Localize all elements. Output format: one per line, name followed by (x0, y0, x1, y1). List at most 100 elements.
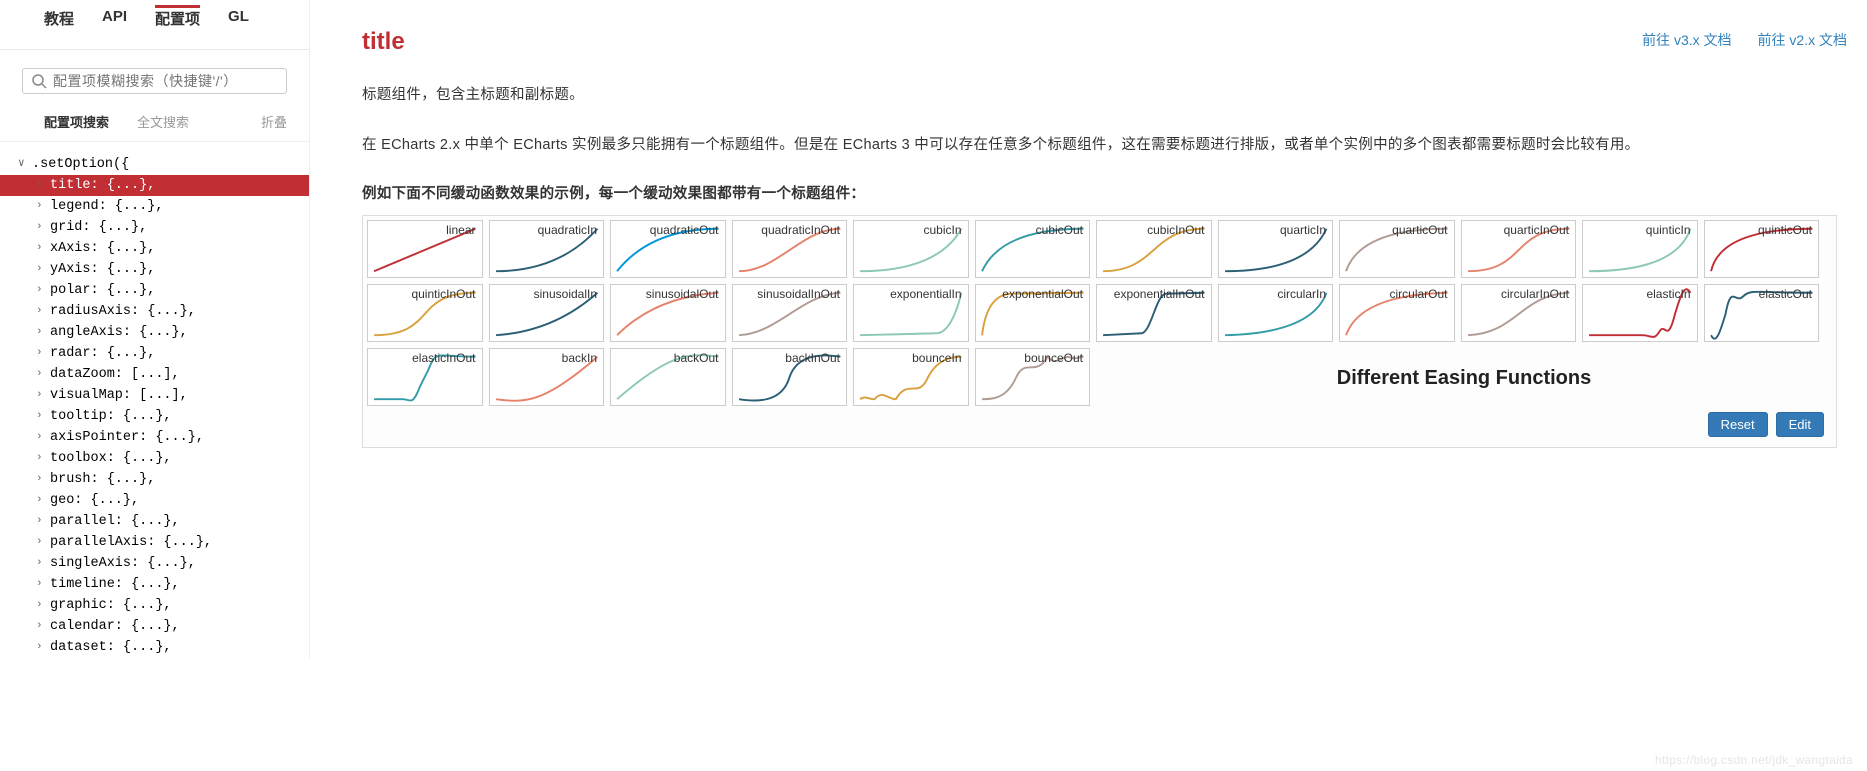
easing-tile-elasticIn[interactable]: elasticIn (1582, 284, 1698, 342)
easing-title: quarticIn (1280, 223, 1326, 237)
easing-tile-sinusoidalInOut[interactable]: sinusoidalInOut (732, 284, 848, 342)
sidebar: 教程API配置项GL 配置项搜索 全文搜索 折叠 ∨ .setOption({ … (0, 0, 310, 658)
topnav-item-2[interactable]: 配置项 (155, 5, 200, 37)
topnav-item-0[interactable]: 教程 (44, 8, 74, 37)
reset-button[interactable]: Reset (1708, 412, 1768, 437)
caret-right-icon: › (36, 469, 50, 490)
tree-item[interactable]: ›dataZoom: [...], (0, 364, 309, 385)
easing-title: linear (446, 223, 475, 237)
tree-item[interactable]: ›radar: {...}, (0, 343, 309, 364)
tree-item-label: axisPointer: {...}, (50, 427, 204, 448)
link-v3-docs[interactable]: 前往 v3.x 文档 (1642, 30, 1731, 50)
topnav-item-1[interactable]: API (102, 8, 127, 37)
tree-item[interactable]: ›angleAxis: {...}, (0, 322, 309, 343)
easing-tile-elasticOut[interactable]: elasticOut (1704, 284, 1820, 342)
easing-tile-quadraticInOut[interactable]: quadraticInOut (732, 220, 848, 278)
tree-item-label: parallelAxis: {...}, (50, 532, 212, 553)
easing-tile-quinticOut[interactable]: quinticOut (1704, 220, 1820, 278)
easing-tile-circularInOut[interactable]: circularInOut (1461, 284, 1577, 342)
tree-item[interactable]: ›dataset: {...}, (0, 637, 309, 658)
tree-item-label: xAxis: {...}, (50, 238, 155, 259)
easing-tile-cubicOut[interactable]: cubicOut (975, 220, 1091, 278)
tree-item[interactable]: ›radiusAxis: {...}, (0, 301, 309, 322)
tree-item[interactable]: ›axisPointer: {...}, (0, 427, 309, 448)
caret-right-icon: › (36, 301, 50, 322)
search-box[interactable] (22, 68, 287, 94)
easing-tile-sinusoidalOut[interactable]: sinusoidalOut (610, 284, 726, 342)
tree-item-label: polar: {...}, (50, 280, 155, 301)
tree-item[interactable]: ›yAxis: {...}, (0, 259, 309, 280)
tree-item[interactable]: ›timeline: {...}, (0, 574, 309, 595)
easing-tile-linear[interactable]: linear (367, 220, 483, 278)
tree-item[interactable]: ›geo: {...}, (0, 490, 309, 511)
easing-tile-sinusoidalIn[interactable]: sinusoidalIn (489, 284, 605, 342)
tree-item[interactable]: ›parallelAxis: {...}, (0, 532, 309, 553)
easing-tile-quinticInOut[interactable]: quinticInOut (367, 284, 483, 342)
tab-collapse[interactable]: 折叠 (261, 112, 287, 131)
tree-item[interactable]: ›toolbox: {...}, (0, 448, 309, 469)
easing-tile-quinticIn[interactable]: quinticIn (1582, 220, 1698, 278)
easing-tile-elasticInOut[interactable]: elasticInOut (367, 348, 483, 406)
tab-config-search[interactable]: 配置项搜索 (44, 112, 109, 131)
tree-item[interactable]: ›xAxis: {...}, (0, 238, 309, 259)
easing-title: circularInOut (1501, 287, 1569, 301)
tree-item[interactable]: ›legend: {...}, (0, 196, 309, 217)
tree-item[interactable]: ›calendar: {...}, (0, 616, 309, 637)
easing-tile-quarticInOut[interactable]: quarticInOut (1461, 220, 1577, 278)
demo-footer: Reset Edit (367, 406, 1832, 443)
tree-item-label: legend: {...}, (50, 196, 163, 217)
tree-item[interactable]: ›visualMap: [...], (0, 385, 309, 406)
caret-right-icon: › (36, 637, 50, 658)
tab-fulltext-search[interactable]: 全文搜索 (137, 112, 189, 131)
tree-item-label: tooltip: {...}, (50, 406, 172, 427)
tree-item[interactable]: ›grid: {...}, (0, 217, 309, 238)
easing-tile-quarticIn[interactable]: quarticIn (1218, 220, 1334, 278)
tree-item[interactable]: ›brush: {...}, (0, 469, 309, 490)
easing-title: quinticInOut (411, 287, 475, 301)
easing-title: cubicIn (923, 223, 961, 237)
easing-title: quadraticInOut (761, 223, 840, 237)
tree-root[interactable]: ∨ .setOption({ (0, 154, 309, 175)
tree-item-label: parallel: {...}, (50, 511, 180, 532)
tree-item[interactable]: ›singleAxis: {...}, (0, 553, 309, 574)
paragraph-detail: 在 ECharts 2.x 中单个 ECharts 实例最多只能拥有一个标题组件… (362, 132, 1837, 160)
easing-title: exponentialOut (1002, 287, 1083, 301)
easing-tile-cubicInOut[interactable]: cubicInOut (1096, 220, 1212, 278)
easing-title: cubicOut (1036, 223, 1083, 237)
easing-tile-circularOut[interactable]: circularOut (1339, 284, 1455, 342)
easing-tile-exponentialIn[interactable]: exponentialIn (853, 284, 969, 342)
tree-item[interactable]: ›polar: {...}, (0, 280, 309, 301)
easing-tile-quadraticOut[interactable]: quadraticOut (610, 220, 726, 278)
easing-title: sinusoidalIn (534, 287, 597, 301)
caret-right-icon: › (36, 448, 50, 469)
tree-item[interactable]: ›tooltip: {...}, (0, 406, 309, 427)
easing-title: backIn (562, 351, 597, 365)
easing-tile-circularIn[interactable]: circularIn (1218, 284, 1334, 342)
easing-tile-bounceIn[interactable]: bounceIn (853, 348, 969, 406)
easing-tile-backIn[interactable]: backIn (489, 348, 605, 406)
caret-right-icon: › (36, 175, 50, 196)
easing-tile-backOut[interactable]: backOut (610, 348, 726, 406)
easing-tile-quarticOut[interactable]: quarticOut (1339, 220, 1455, 278)
tree-item[interactable]: ›parallel: {...}, (0, 511, 309, 532)
link-v2-docs[interactable]: 前往 v2.x 文档 (1758, 30, 1847, 50)
tree-item-label: grid: {...}, (50, 217, 147, 238)
easing-tile-bounceOut[interactable]: bounceOut (975, 348, 1091, 406)
tree-item[interactable]: ›graphic: {...}, (0, 595, 309, 616)
easing-title: bounceIn (912, 351, 961, 365)
easing-title: backInOut (785, 351, 840, 365)
watermark: https://blog.csdn.net/jdk_wangtaida (1655, 753, 1853, 767)
easing-title: circularIn (1277, 287, 1326, 301)
easing-tile-quadraticIn[interactable]: quadraticIn (489, 220, 605, 278)
caret-right-icon: › (36, 595, 50, 616)
search-input[interactable] (47, 73, 278, 89)
easing-tile-exponentialInOut[interactable]: exponentialInOut (1096, 284, 1212, 342)
easing-tile-backInOut[interactable]: backInOut (732, 348, 848, 406)
edit-button[interactable]: Edit (1776, 412, 1824, 437)
caret-right-icon: › (36, 196, 50, 217)
tree-item[interactable]: ›title: {...}, (0, 175, 309, 196)
easing-title: exponentialIn (890, 287, 961, 301)
easing-tile-exponentialOut[interactable]: exponentialOut (975, 284, 1091, 342)
easing-tile-cubicIn[interactable]: cubicIn (853, 220, 969, 278)
topnav-item-3[interactable]: GL (228, 8, 249, 37)
